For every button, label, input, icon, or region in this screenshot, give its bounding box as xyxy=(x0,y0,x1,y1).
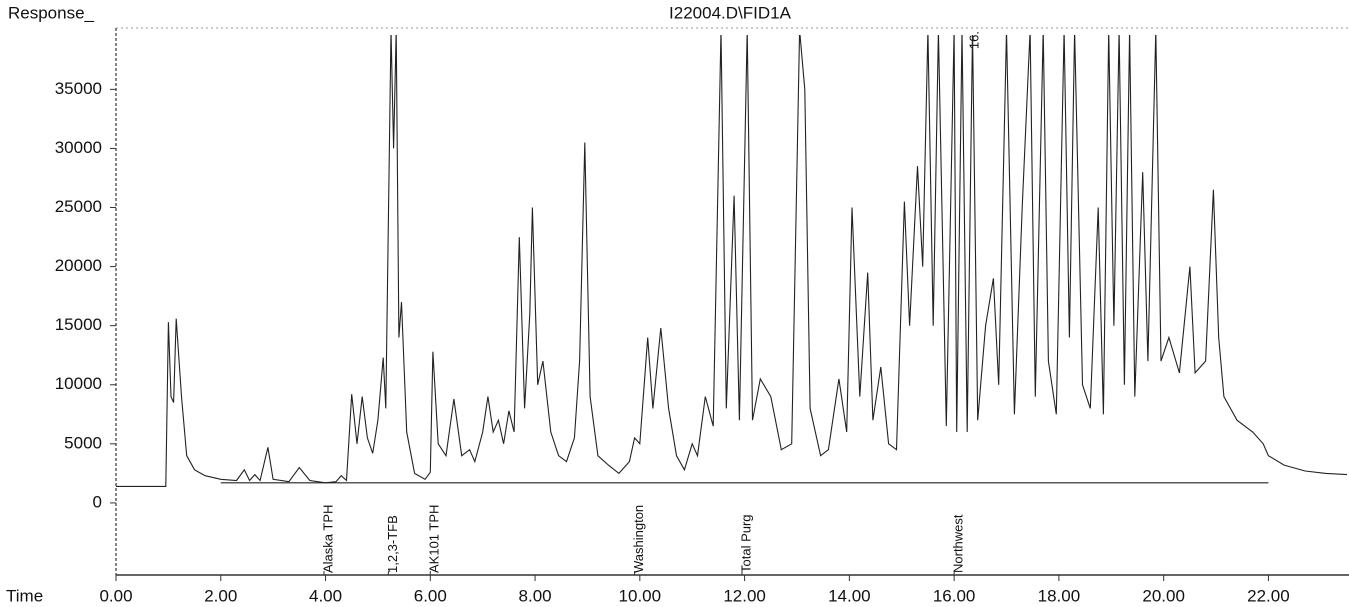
y-tick-label: 25000 xyxy=(55,197,102,216)
peak-label: Washington xyxy=(631,505,646,573)
peak-label: Total Purg xyxy=(738,514,753,573)
y-tick-label: 0 xyxy=(93,492,102,511)
x-tick-label: 2.00 xyxy=(204,586,237,605)
x-tick-label: 16.00 xyxy=(933,586,976,605)
peak-label: 16. xyxy=(966,31,981,49)
x-tick-label: 12.00 xyxy=(723,586,766,605)
peak-label: 1,2,3-TFB xyxy=(385,515,400,573)
y-axis-label: Response_ xyxy=(8,3,95,22)
x-tick-label: 18.00 xyxy=(1038,586,1081,605)
y-tick-label: 10000 xyxy=(55,374,102,393)
x-tick-label: 14.00 xyxy=(828,586,871,605)
peak-label: Alaska TPH xyxy=(320,505,335,573)
y-tick-label: 30000 xyxy=(55,138,102,157)
x-tick-label: 22.00 xyxy=(1247,586,1290,605)
y-tick-label: 15000 xyxy=(55,315,102,334)
x-tick-label: 4.00 xyxy=(309,586,342,605)
x-axis-label: Time xyxy=(6,586,43,605)
y-tick-label: 20000 xyxy=(55,256,102,275)
signal-line xyxy=(116,35,1348,487)
x-tick-label: 20.00 xyxy=(1142,586,1185,605)
peak-label: Northwest xyxy=(951,514,966,573)
x-tick-label: 8.00 xyxy=(519,586,552,605)
x-tick-label: 6.00 xyxy=(414,586,447,605)
chart-title: I22004.D\FID1A xyxy=(669,3,792,22)
y-tick-label: 35000 xyxy=(55,79,102,98)
y-tick-label: 5000 xyxy=(64,433,102,452)
x-tick-label: 0.00 xyxy=(99,586,132,605)
peak-label: AK101 TPH xyxy=(427,505,442,573)
x-tick-label: 10.00 xyxy=(619,586,662,605)
